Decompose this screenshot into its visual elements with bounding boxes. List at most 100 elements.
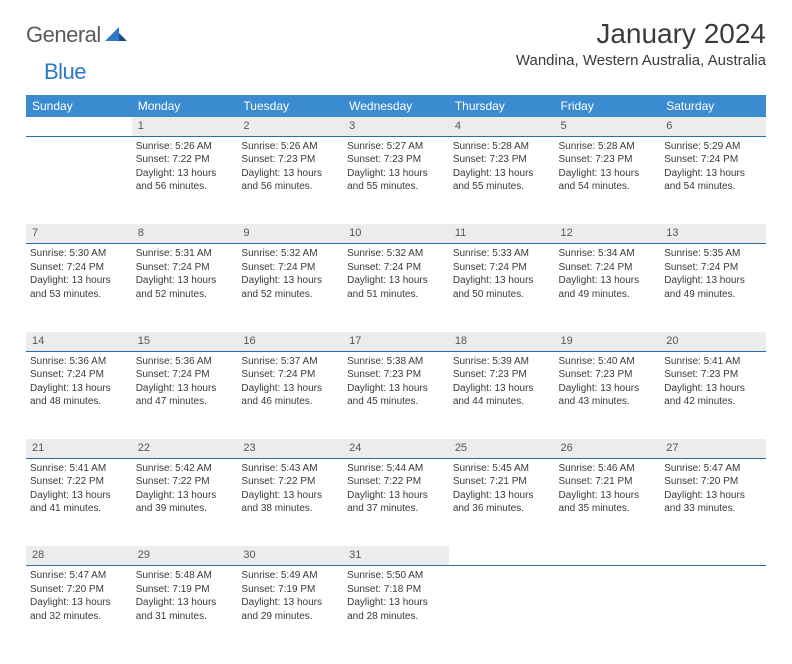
day-cell-line: Daylight: 13 hours xyxy=(664,167,762,181)
day-cell xyxy=(449,566,555,654)
day-cell-line: Daylight: 13 hours xyxy=(453,167,551,181)
day-cell-line: and 45 minutes. xyxy=(347,395,445,409)
day-cell-line: Sunrise: 5:50 AM xyxy=(347,569,445,583)
day-cell: Sunrise: 5:29 AMSunset: 7:24 PMDaylight:… xyxy=(660,136,766,224)
day-number-cell xyxy=(449,546,555,565)
day-cell-line: Sunrise: 5:38 AM xyxy=(347,355,445,369)
day-content-row: Sunrise: 5:41 AMSunset: 7:22 PMDaylight:… xyxy=(26,458,766,546)
day-cell-line: and 51 minutes. xyxy=(347,288,445,302)
day-number-cell: 2 xyxy=(237,117,343,136)
day-cell-line: Sunset: 7:23 PM xyxy=(453,153,551,167)
day-cell-line: Sunset: 7:24 PM xyxy=(30,261,128,275)
day-cell-line: Sunset: 7:20 PM xyxy=(664,475,762,489)
col-tuesday: Tuesday xyxy=(237,95,343,117)
day-cell-line: Sunrise: 5:30 AM xyxy=(30,247,128,261)
day-number-row: 78910111213 xyxy=(26,224,766,243)
day-cell-line: and 53 minutes. xyxy=(30,288,128,302)
day-number-row: 14151617181920 xyxy=(26,332,766,351)
day-cell-line: Sunset: 7:24 PM xyxy=(664,261,762,275)
day-number-cell: 3 xyxy=(343,117,449,136)
day-cell-line: and 52 minutes. xyxy=(241,288,339,302)
day-cell-line: Sunset: 7:23 PM xyxy=(453,368,551,382)
day-cell-line: Daylight: 13 hours xyxy=(664,489,762,503)
day-cell-line: Daylight: 13 hours xyxy=(664,382,762,396)
logo-triangle-icon xyxy=(105,25,127,46)
day-cell: Sunrise: 5:35 AMSunset: 7:24 PMDaylight:… xyxy=(660,244,766,332)
day-cell-line: and 56 minutes. xyxy=(136,180,234,194)
title-block: January 2024 Wandina, Western Australia,… xyxy=(516,18,766,69)
day-cell: Sunrise: 5:34 AMSunset: 7:24 PMDaylight:… xyxy=(555,244,661,332)
day-cell-line: Daylight: 13 hours xyxy=(30,489,128,503)
day-cell-line: Daylight: 13 hours xyxy=(347,489,445,503)
day-cell-line: Sunset: 7:22 PM xyxy=(136,153,234,167)
day-number-cell: 8 xyxy=(132,224,238,243)
day-cell-line: Sunrise: 5:27 AM xyxy=(347,140,445,154)
day-cell-line: Sunrise: 5:31 AM xyxy=(136,247,234,261)
day-number-cell: 21 xyxy=(26,439,132,458)
day-number-cell: 29 xyxy=(132,546,238,565)
day-cell-line: and 49 minutes. xyxy=(664,288,762,302)
day-cell-line: Sunrise: 5:43 AM xyxy=(241,462,339,476)
day-cell-line: Sunset: 7:19 PM xyxy=(136,583,234,597)
day-cell-line: and 41 minutes. xyxy=(30,502,128,516)
day-cell-line: and 46 minutes. xyxy=(241,395,339,409)
day-cell-line: Sunrise: 5:35 AM xyxy=(664,247,762,261)
day-number-cell: 30 xyxy=(237,546,343,565)
day-cell: Sunrise: 5:33 AMSunset: 7:24 PMDaylight:… xyxy=(449,244,555,332)
day-cell-line: Daylight: 13 hours xyxy=(241,596,339,610)
day-cell-line: Sunrise: 5:36 AM xyxy=(30,355,128,369)
day-cell: Sunrise: 5:44 AMSunset: 7:22 PMDaylight:… xyxy=(343,458,449,546)
page-title: January 2024 xyxy=(516,18,766,50)
day-cell-line: Sunrise: 5:39 AM xyxy=(453,355,551,369)
day-cell-line: Daylight: 13 hours xyxy=(559,274,657,288)
day-cell-line: and 55 minutes. xyxy=(453,180,551,194)
day-number-cell: 19 xyxy=(555,332,661,351)
day-cell-line: Sunset: 7:24 PM xyxy=(664,153,762,167)
day-cell-line: Sunset: 7:24 PM xyxy=(453,261,551,275)
col-friday: Friday xyxy=(555,95,661,117)
day-cell-line: and 49 minutes. xyxy=(559,288,657,302)
day-cell: Sunrise: 5:47 AMSunset: 7:20 PMDaylight:… xyxy=(26,566,132,654)
day-cell-line: Sunrise: 5:40 AM xyxy=(559,355,657,369)
day-cell-line: Sunset: 7:23 PM xyxy=(241,153,339,167)
col-sunday: Sunday xyxy=(26,95,132,117)
day-cell-line: and 39 minutes. xyxy=(136,502,234,516)
day-number-cell: 6 xyxy=(660,117,766,136)
day-cell-line: and 54 minutes. xyxy=(559,180,657,194)
day-cell-line: Daylight: 13 hours xyxy=(241,382,339,396)
day-cell-line: Sunrise: 5:44 AM xyxy=(347,462,445,476)
day-cell: Sunrise: 5:41 AMSunset: 7:23 PMDaylight:… xyxy=(660,351,766,439)
col-wednesday: Wednesday xyxy=(343,95,449,117)
col-saturday: Saturday xyxy=(660,95,766,117)
day-number-cell: 4 xyxy=(449,117,555,136)
day-cell-line: and 36 minutes. xyxy=(453,502,551,516)
logo: General xyxy=(26,18,129,48)
day-content-row: Sunrise: 5:26 AMSunset: 7:22 PM Daylight:… xyxy=(26,136,766,224)
day-cell-line: Daylight: 13 hours xyxy=(559,167,657,181)
day-cell-line: and 54 minutes. xyxy=(664,180,762,194)
day-cell: Sunrise: 5:26 AMSunset: 7:23 PMDaylight:… xyxy=(237,136,343,224)
day-cell-line: Daylight: 13 hours xyxy=(347,167,445,181)
day-cell-line: and 52 minutes. xyxy=(136,288,234,302)
day-cell-line: Sunrise: 5:37 AM xyxy=(241,355,339,369)
day-number-cell: 16 xyxy=(237,332,343,351)
day-cell-line: Sunrise: 5:34 AM xyxy=(559,247,657,261)
day-cell-line: Sunset: 7:21 PM xyxy=(559,475,657,489)
day-cell-line: Sunrise: 5:26 AM xyxy=(136,140,234,154)
day-cell-line: Sunset: 7:24 PM xyxy=(559,261,657,275)
day-cell-line: Sunset: 7:22 PM xyxy=(136,475,234,489)
day-cell-line: Sunrise: 5:46 AM xyxy=(559,462,657,476)
day-cell-line: Daylight: 13 hours xyxy=(30,382,128,396)
day-cell-line: Sunrise: 5:47 AM xyxy=(30,569,128,583)
day-number-cell xyxy=(26,117,132,136)
day-cell-line: Sunset: 7:20 PM xyxy=(30,583,128,597)
day-number-cell: 10 xyxy=(343,224,449,243)
day-cell-line: Sunset: 7:24 PM xyxy=(241,368,339,382)
day-cell-line: Sunset: 7:22 PM xyxy=(241,475,339,489)
day-cell-line: Sunset: 7:23 PM xyxy=(664,368,762,382)
day-cell: Sunrise: 5:31 AMSunset: 7:24 PMDaylight:… xyxy=(132,244,238,332)
day-cell-line: Daylight: 13 hours xyxy=(30,596,128,610)
day-cell-line: Sunrise: 5:36 AM xyxy=(136,355,234,369)
day-number-cell: 7 xyxy=(26,224,132,243)
day-cell-line: Sunrise: 5:28 AM xyxy=(453,140,551,154)
